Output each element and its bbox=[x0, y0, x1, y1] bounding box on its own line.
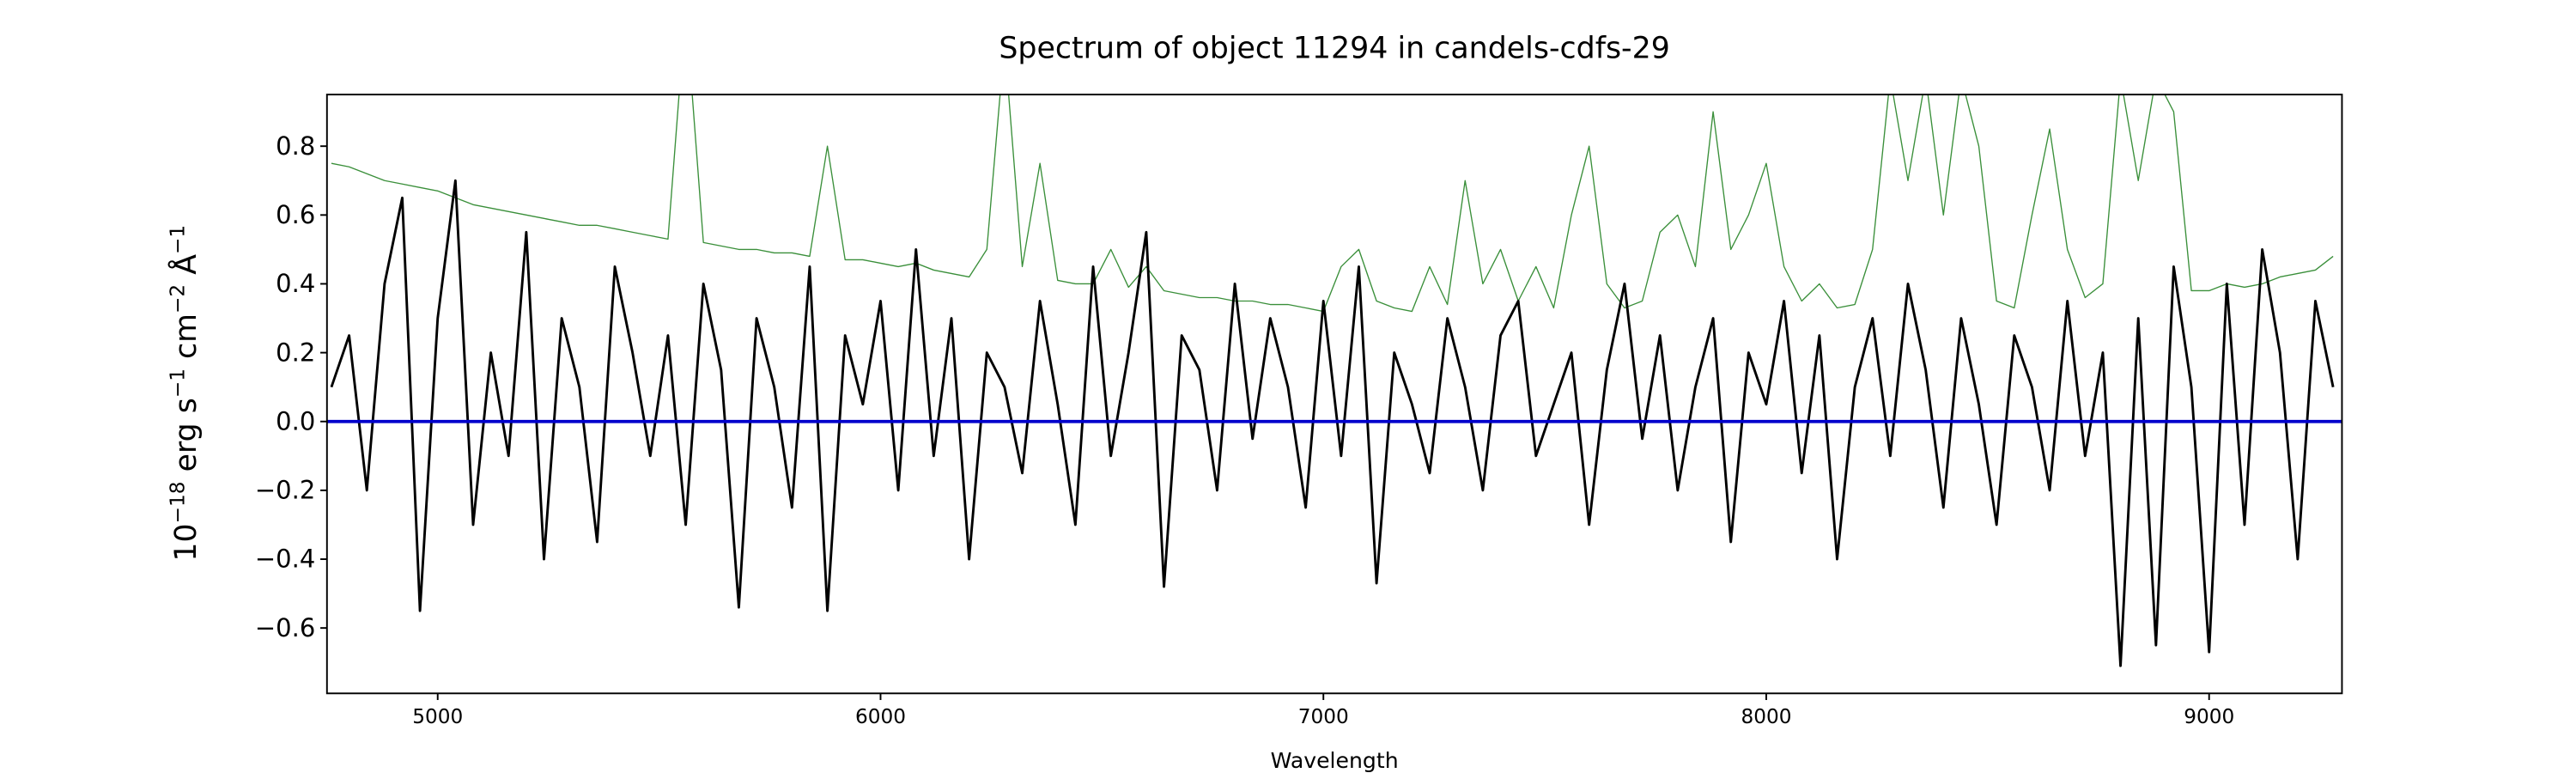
y-label-part: −1 bbox=[167, 368, 190, 398]
x-tick-label: 8000 bbox=[1741, 705, 1791, 728]
x-axis-label: Wavelength bbox=[1271, 748, 1399, 773]
y-tick-label: −0.2 bbox=[255, 476, 315, 505]
y-label-part: −1 bbox=[167, 225, 190, 254]
y-tick-label: −0.6 bbox=[255, 613, 315, 642]
spectrum-line bbox=[330, 179, 2335, 667]
x-tick-label: 6000 bbox=[855, 705, 906, 728]
y-axis-label: 10−18 erg s−1 cm−2 Å−1 bbox=[167, 225, 204, 562]
y-tick-label: 0.4 bbox=[276, 269, 315, 298]
chart-title: Spectrum of object 11294 in candels-cdfs… bbox=[999, 32, 1670, 66]
spectrum-line bbox=[331, 94, 2334, 313]
y-label-part: −2 bbox=[167, 284, 190, 313]
y-label-part: −18 bbox=[167, 481, 190, 523]
y-tick-label: 0.8 bbox=[276, 131, 315, 161]
x-tick-label: 7000 bbox=[1298, 705, 1349, 728]
plot-area bbox=[326, 94, 2342, 667]
x-tick-label: 9000 bbox=[2184, 705, 2234, 728]
y-tick-label: 0.0 bbox=[276, 406, 315, 435]
y-label-part: cm bbox=[169, 313, 204, 368]
y-label-part: erg s bbox=[169, 398, 204, 481]
y-tick-label: 0.6 bbox=[276, 200, 315, 229]
y-label-part: Å bbox=[167, 254, 204, 284]
y-tick-label: −0.4 bbox=[255, 545, 315, 574]
y-tick-label: 0.2 bbox=[276, 338, 315, 367]
x-tick-label: 5000 bbox=[412, 705, 463, 728]
axes-frame bbox=[325, 94, 2343, 695]
y-label-part: 10 bbox=[169, 523, 204, 561]
